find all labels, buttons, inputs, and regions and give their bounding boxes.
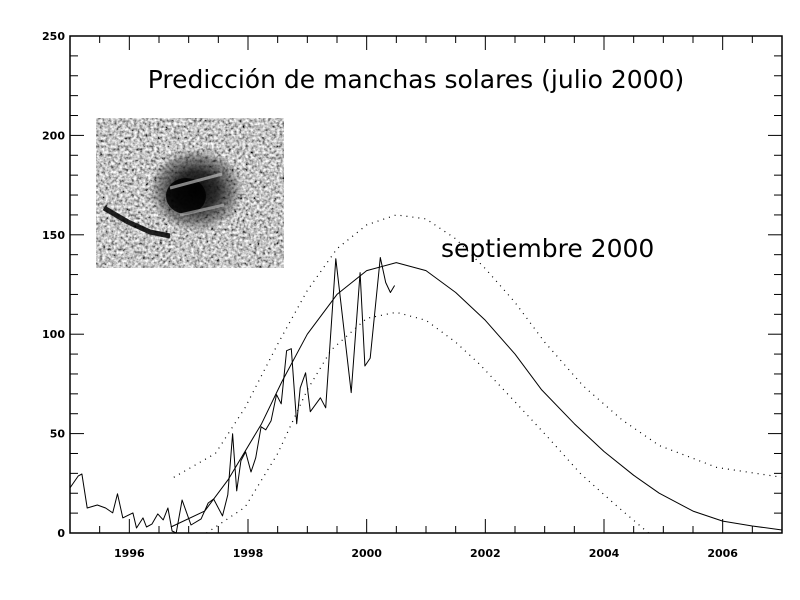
y-tick-label: 250 (42, 30, 65, 43)
x-tick-label: 2006 (707, 547, 738, 560)
y-tick-label: 100 (42, 328, 65, 341)
axes: 0 50 100 150 200 250 1996 1998 2000 2002 2004 2006 (42, 30, 783, 560)
series-line-dotted-upper (173, 214, 783, 478)
sunspot-inset-image (96, 118, 284, 268)
x-tick-label: 2004 (589, 547, 620, 560)
chart-annotation: septiembre 2000 (441, 234, 654, 263)
x-tick-label: 2000 (351, 547, 382, 560)
x-tick-label: 1998 (233, 547, 264, 560)
series-line-solid-smooth (170, 262, 783, 531)
series-line-dotted-lower (206, 311, 649, 534)
chart-title: Predicción de manchas solares (julio 200… (148, 65, 684, 94)
x-tick-label: 1996 (114, 547, 145, 560)
y-tick-label: 200 (42, 129, 65, 142)
series-line-solid-jagged (69, 257, 396, 534)
y-tick-label: 150 (42, 229, 65, 242)
y-tick-label: 50 (50, 428, 66, 441)
plot-frame (69, 35, 783, 534)
y-tick-label: 0 (57, 527, 65, 540)
x-tick-label: 2002 (470, 547, 501, 560)
series-group (69, 214, 783, 534)
